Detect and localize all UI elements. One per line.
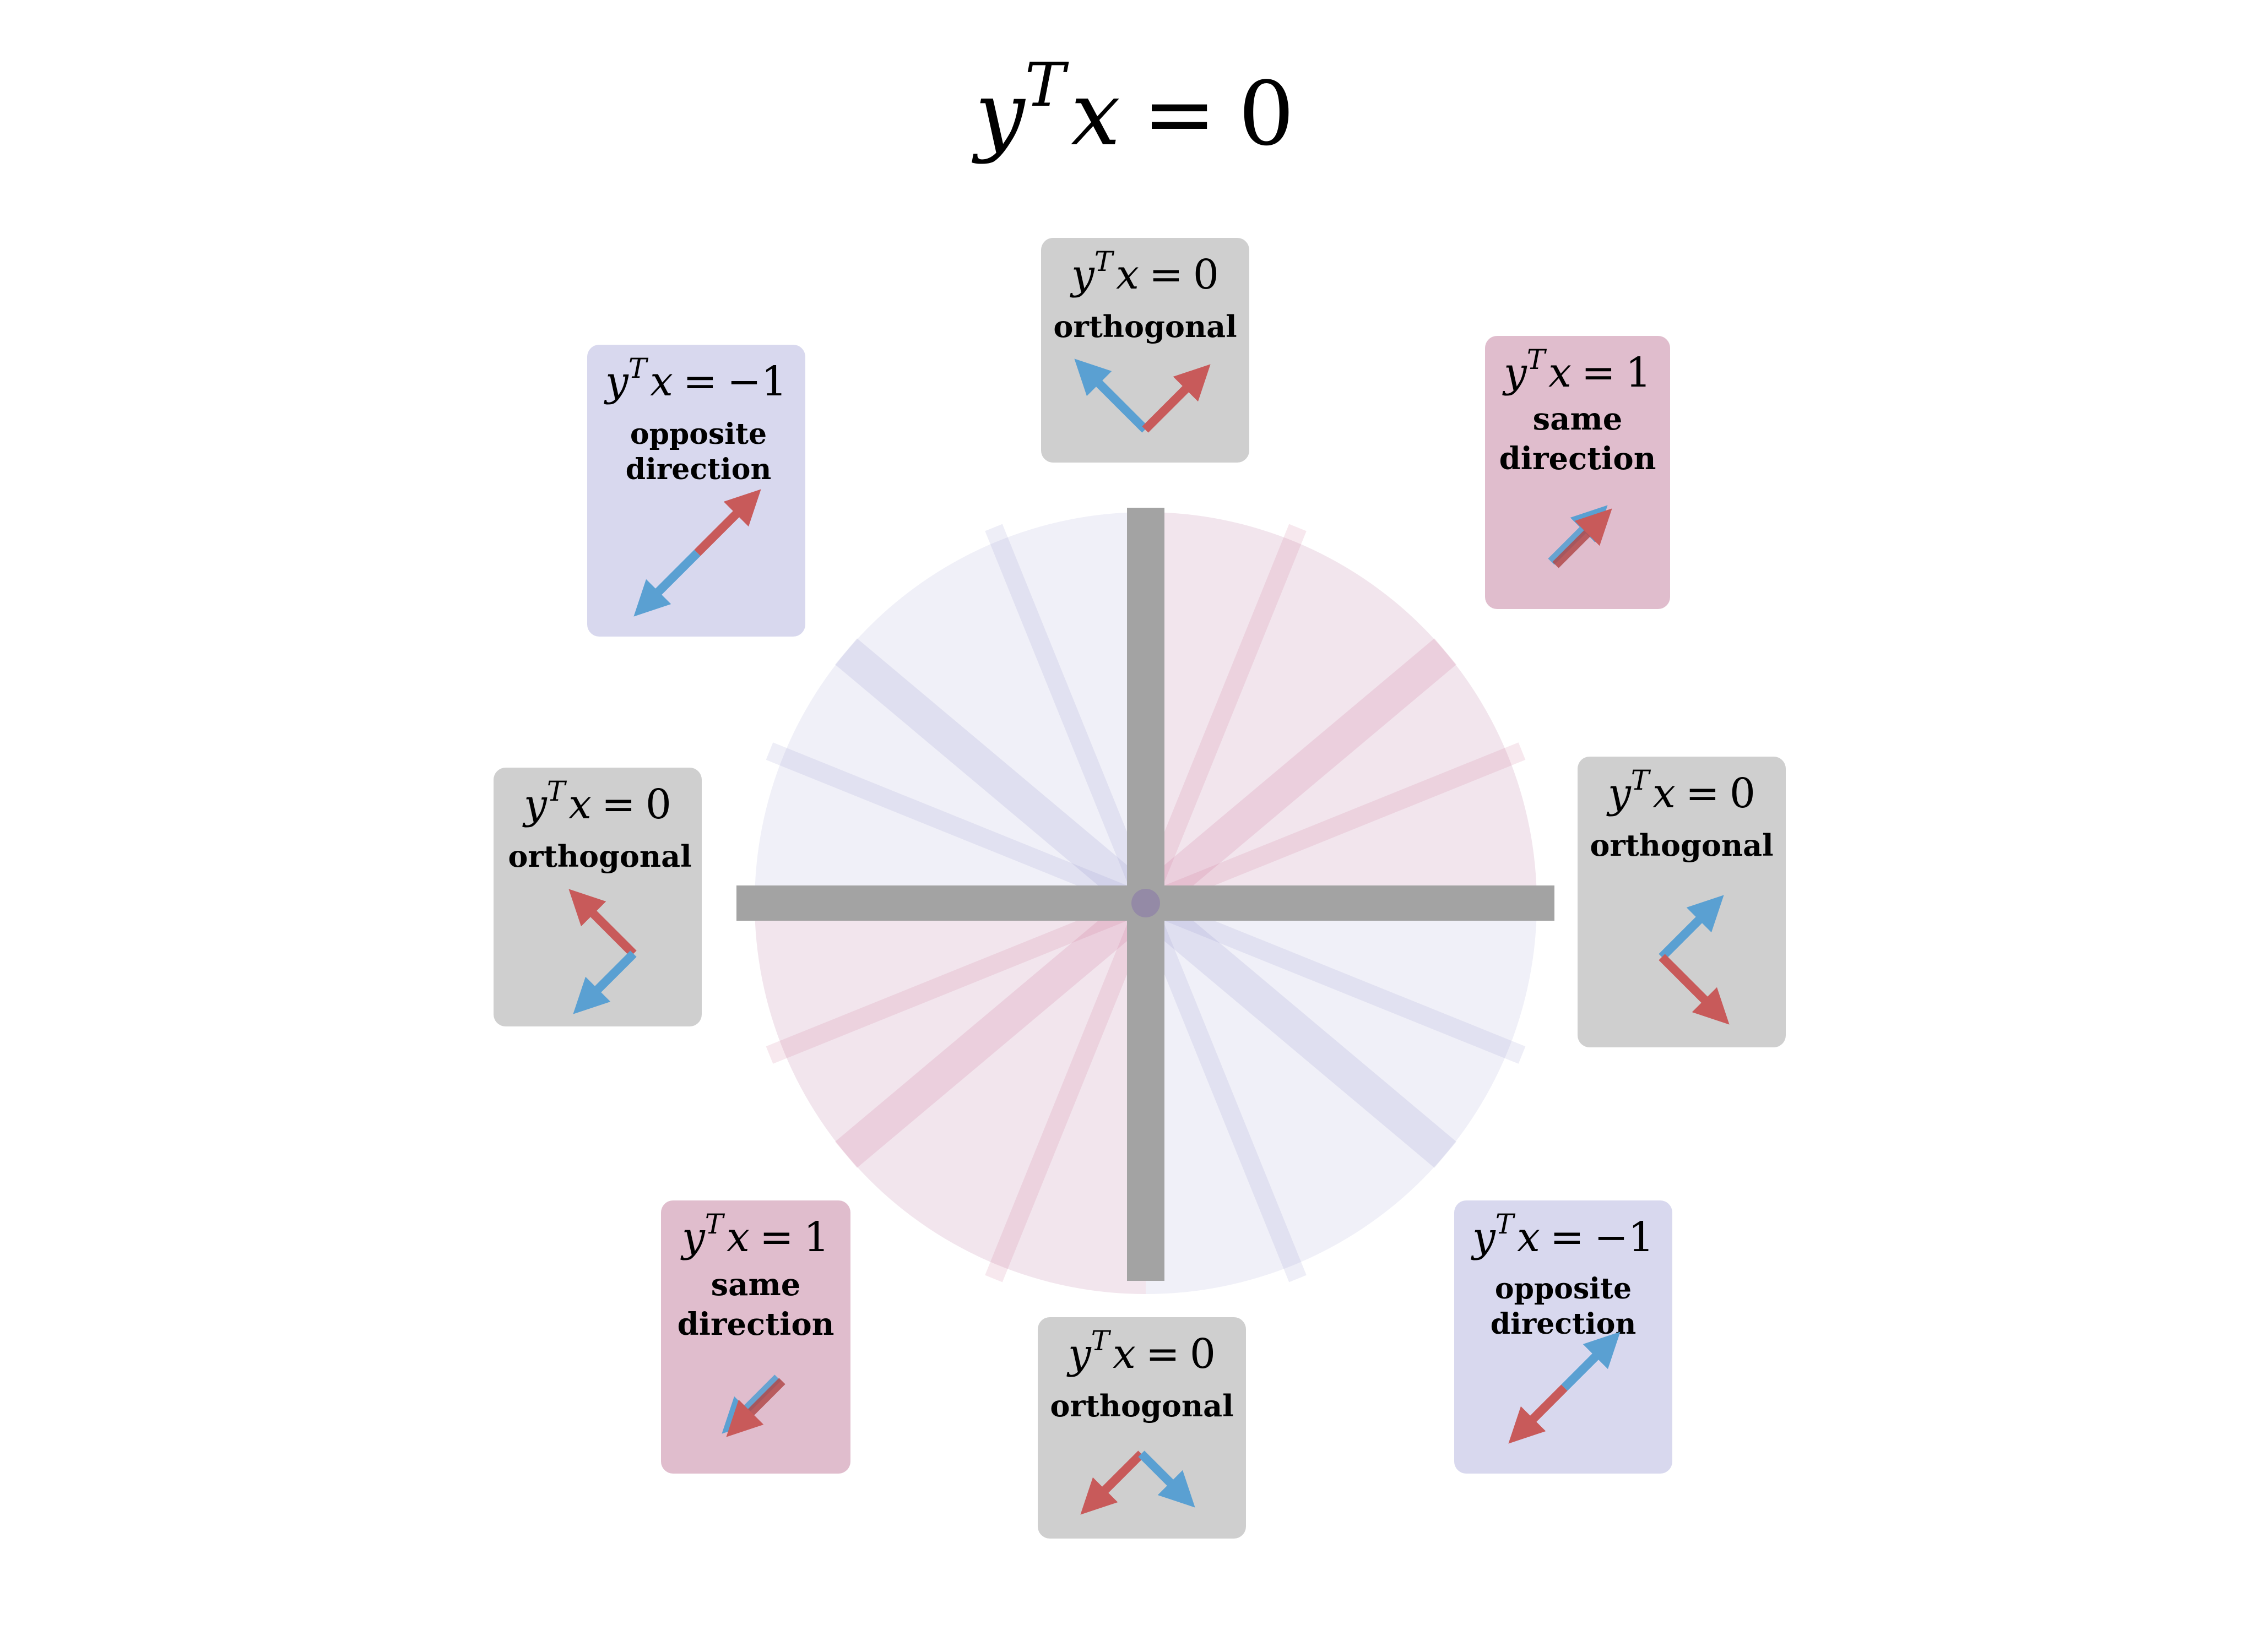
card-equation: yTx = 0 xyxy=(1066,1325,1216,1378)
card-label-line1: same xyxy=(711,1267,801,1303)
card-equation: yTx = −1 xyxy=(604,352,787,405)
card-equation: yTx = 1 xyxy=(680,1208,830,1261)
card-label-line2: direction xyxy=(1499,441,1656,477)
card-bottom-right: yTx = −1 opposite direction xyxy=(1454,1200,1672,1474)
title-sup: T xyxy=(1025,50,1069,120)
card-left: yTx = 0 orthogonal xyxy=(494,768,702,1026)
vector-blue xyxy=(1561,1332,1621,1391)
card-bottom: yTx = 0 orthogonal xyxy=(1038,1317,1246,1539)
vector-blue xyxy=(573,950,637,1014)
card-label-line1: opposite xyxy=(630,417,767,451)
vector-red xyxy=(1659,954,1730,1025)
vector-red xyxy=(694,489,761,556)
vector-red xyxy=(1080,1450,1145,1515)
vector-red xyxy=(1508,1384,1568,1444)
axes xyxy=(736,508,1554,1281)
card-label-line1: orthogonal xyxy=(1050,1388,1233,1423)
title-rel: = xyxy=(1142,62,1216,165)
card-label-line1: opposite xyxy=(1495,1272,1632,1306)
sector-blue-bottom-right xyxy=(1146,903,1537,1294)
card-label-line1: orthogonal xyxy=(1590,828,1773,863)
card-background xyxy=(1041,238,1249,463)
card-label-line2: direction xyxy=(626,453,772,486)
card-equation: yTx = 0 xyxy=(522,775,671,828)
card-top-left: yTx = −1 opposite direction xyxy=(587,345,805,637)
vector-blue xyxy=(633,550,701,617)
main-title: yTx = 0 xyxy=(972,50,1294,165)
title-y: y xyxy=(972,62,1026,165)
card-equation: yTx = 1 xyxy=(1502,344,1651,396)
card-background xyxy=(1485,336,1670,609)
sector-blue-top-left xyxy=(755,512,1146,903)
card-right: yTx = 0 orthogonal xyxy=(1578,757,1786,1047)
card-background xyxy=(1454,1200,1672,1474)
vector-red xyxy=(1552,508,1612,568)
center-dot xyxy=(1131,889,1160,917)
card-label-line2: direction xyxy=(1491,1307,1637,1341)
card-bottom-left: yTx = 1 same direction xyxy=(661,1200,850,1474)
vector-red xyxy=(726,1378,785,1437)
card-top-right: yTx = 1 same direction xyxy=(1485,336,1670,609)
card-background xyxy=(661,1200,850,1474)
title-x: x xyxy=(1071,62,1120,165)
card-equation: yTx = −1 xyxy=(1471,1208,1654,1261)
vector-red xyxy=(568,889,637,957)
vector-blue xyxy=(1074,358,1148,433)
sector-red-top-right xyxy=(1146,512,1537,903)
card-equation: yTx = 0 xyxy=(1606,764,1755,817)
unit-circle xyxy=(755,512,1537,1294)
vector-blue xyxy=(1659,895,1724,960)
vector-red xyxy=(1142,364,1211,433)
card-top: yTx = 0 orthogonal xyxy=(1041,238,1249,463)
title-value: 0 xyxy=(1238,62,1294,165)
card-label-line1: orthogonal xyxy=(508,839,691,874)
card-background xyxy=(587,345,805,637)
card-label-line1: orthogonal xyxy=(1053,309,1237,344)
vector-blue xyxy=(1138,1450,1195,1508)
card-label-line1: same xyxy=(1533,401,1623,437)
card-equation: yTx = 0 xyxy=(1070,246,1219,298)
card-background xyxy=(1578,757,1786,1047)
sector-red-bottom-left xyxy=(755,903,1146,1294)
card-label-line2: direction xyxy=(678,1306,835,1343)
